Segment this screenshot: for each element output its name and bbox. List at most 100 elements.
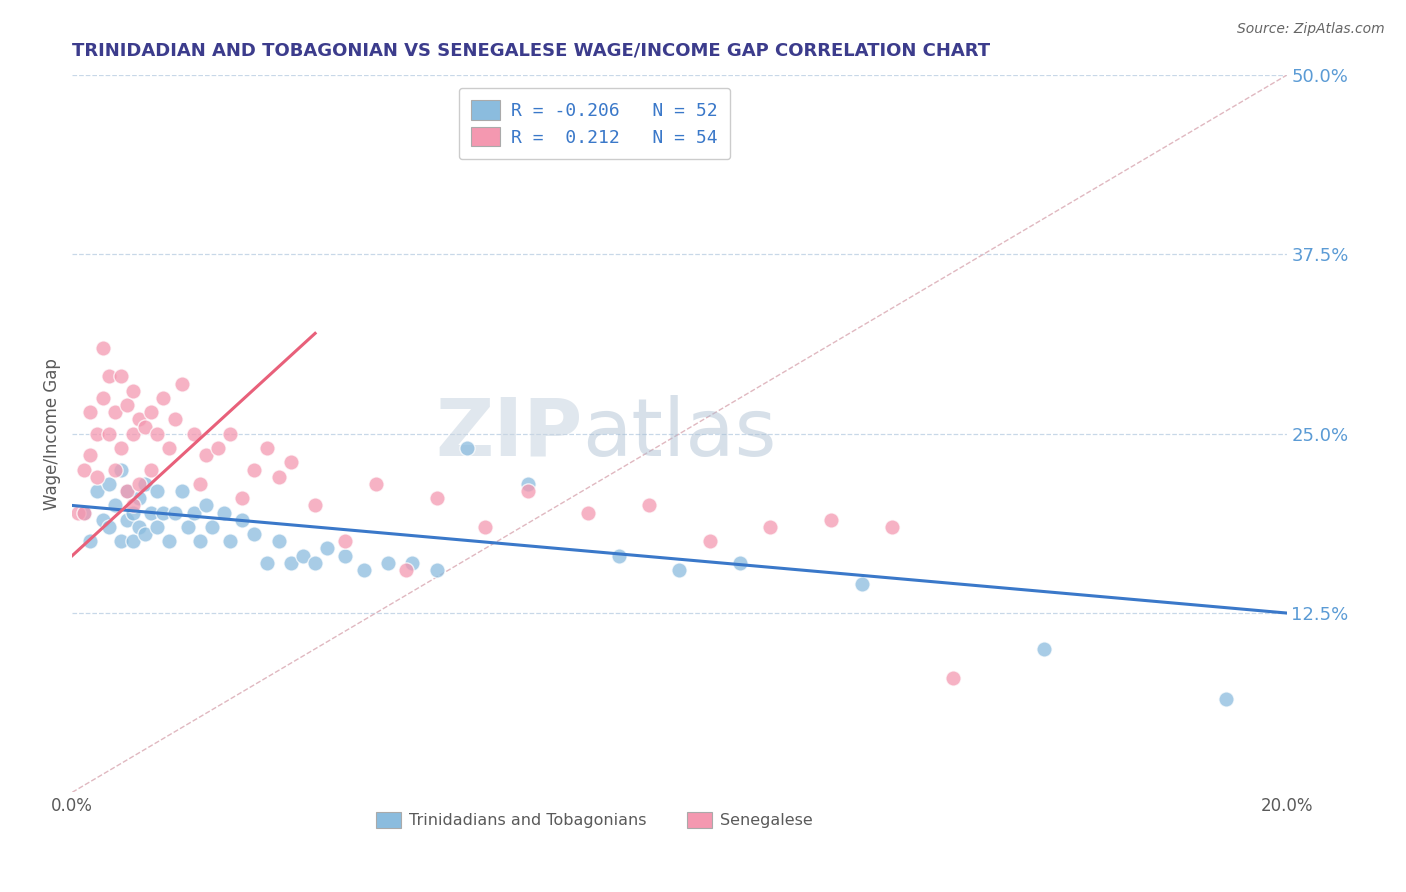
Text: atlas: atlas — [582, 395, 776, 473]
Point — [73, 462, 96, 476]
Point — [170, 484, 193, 499]
Point — [759, 520, 782, 534]
Point — [231, 513, 253, 527]
Text: Source: ZipAtlas.com: Source: ZipAtlas.com — [1237, 22, 1385, 37]
Point — [157, 441, 180, 455]
Point — [304, 556, 326, 570]
Point — [668, 563, 690, 577]
Point — [1215, 692, 1237, 706]
Point — [194, 499, 217, 513]
Point — [170, 376, 193, 391]
Point — [280, 556, 302, 570]
Point — [146, 426, 169, 441]
Point — [115, 398, 138, 412]
Point — [377, 556, 399, 570]
Point — [699, 534, 721, 549]
Point — [474, 520, 496, 534]
Point — [128, 520, 150, 534]
Point — [880, 520, 903, 534]
Point — [243, 462, 266, 476]
Point — [820, 513, 842, 527]
Point — [86, 470, 108, 484]
Point — [201, 520, 224, 534]
Point — [134, 419, 156, 434]
Point — [1032, 641, 1054, 656]
Point — [141, 462, 163, 476]
Point — [335, 534, 357, 549]
Point — [79, 405, 101, 419]
Point — [97, 369, 120, 384]
Point — [219, 534, 242, 549]
Point — [128, 491, 150, 506]
Point — [183, 506, 205, 520]
Point — [73, 506, 96, 520]
Point — [86, 484, 108, 499]
Point — [146, 484, 169, 499]
Point — [316, 541, 339, 556]
Point — [122, 499, 145, 513]
Point — [73, 506, 96, 520]
Point — [280, 455, 302, 469]
Point — [122, 534, 145, 549]
Point — [122, 426, 145, 441]
Point — [188, 534, 211, 549]
Point — [176, 520, 198, 534]
Point — [165, 506, 187, 520]
Point — [851, 577, 873, 591]
Point — [104, 405, 127, 419]
Point — [212, 506, 235, 520]
Point — [152, 506, 174, 520]
Point — [97, 477, 120, 491]
Point — [183, 426, 205, 441]
Point — [141, 506, 163, 520]
Point — [188, 477, 211, 491]
Point — [364, 477, 387, 491]
Text: ZIP: ZIP — [434, 395, 582, 473]
Point — [401, 556, 423, 570]
Point — [79, 448, 101, 462]
Point — [122, 384, 145, 398]
Point — [165, 412, 187, 426]
Point — [291, 549, 314, 563]
Point — [425, 563, 447, 577]
Point — [115, 513, 138, 527]
Point — [122, 506, 145, 520]
Point — [243, 527, 266, 541]
Point — [231, 491, 253, 506]
Point — [256, 556, 278, 570]
Legend: Trinidadians and Tobagonians, Senegalese: Trinidadians and Tobagonians, Senegalese — [370, 805, 820, 835]
Point — [219, 426, 242, 441]
Point — [97, 520, 120, 534]
Point — [110, 462, 132, 476]
Point — [516, 477, 538, 491]
Point — [141, 405, 163, 419]
Point — [425, 491, 447, 506]
Point — [134, 527, 156, 541]
Point — [607, 549, 630, 563]
Y-axis label: Wage/Income Gap: Wage/Income Gap — [44, 358, 60, 509]
Point — [86, 426, 108, 441]
Point — [267, 470, 290, 484]
Point — [335, 549, 357, 563]
Point — [115, 484, 138, 499]
Point — [256, 441, 278, 455]
Point — [728, 556, 751, 570]
Text: TRINIDADIAN AND TOBAGONIAN VS SENEGALESE WAGE/INCOME GAP CORRELATION CHART: TRINIDADIAN AND TOBAGONIAN VS SENEGALESE… — [72, 42, 990, 60]
Point — [942, 671, 965, 685]
Point — [516, 484, 538, 499]
Point — [67, 506, 90, 520]
Point — [91, 341, 114, 355]
Point — [128, 412, 150, 426]
Point — [97, 426, 120, 441]
Point — [104, 462, 127, 476]
Point — [110, 534, 132, 549]
Point — [134, 477, 156, 491]
Point — [79, 534, 101, 549]
Point — [115, 484, 138, 499]
Point — [207, 441, 229, 455]
Point — [638, 499, 661, 513]
Point — [91, 513, 114, 527]
Point — [110, 369, 132, 384]
Point — [152, 391, 174, 405]
Point — [104, 499, 127, 513]
